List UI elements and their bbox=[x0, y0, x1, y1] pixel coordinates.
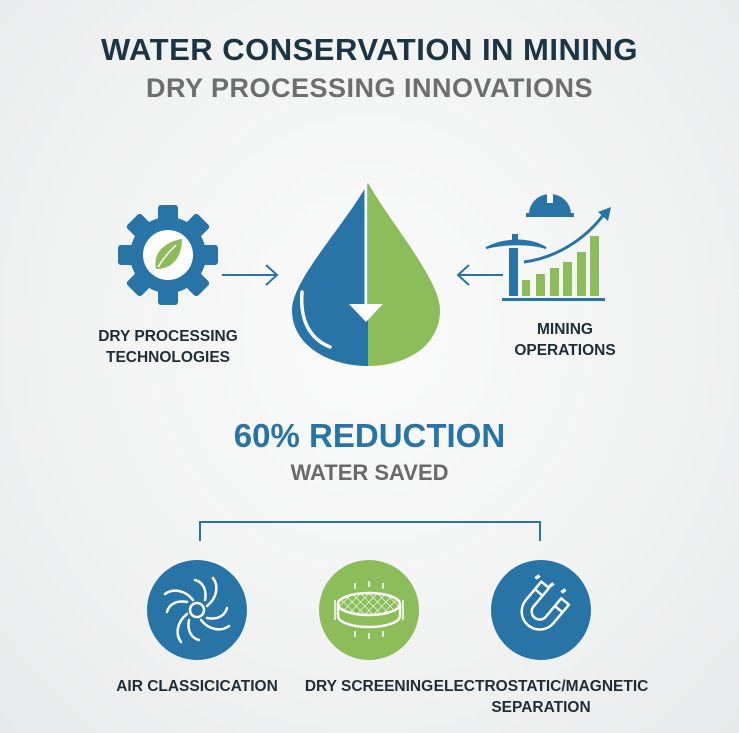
label-line: TECHNOLOGIES bbox=[105, 349, 230, 366]
label-line: SEPARATION bbox=[491, 699, 591, 716]
label-line: ELECTROSTATIC/MAGNETIC bbox=[433, 678, 649, 695]
air-classification-label: AIR CLASSICICATION bbox=[116, 678, 278, 695]
dry-screening-label: DRY SCREENING bbox=[304, 678, 434, 695]
page-title: WATER CONSERVATION IN MINING bbox=[101, 32, 638, 67]
air-swirl-icon bbox=[147, 560, 247, 660]
separation-label: ELECTROSTATIC/MAGNETIC SEPARATION bbox=[421, 676, 661, 718]
label-line: DRY PROCESSING bbox=[98, 328, 238, 345]
stat-caption: WATER SAVED bbox=[290, 460, 449, 485]
mining-growth-chart-icon bbox=[485, 193, 611, 301]
reduction-stat: 60% REDUCTION bbox=[233, 417, 506, 454]
magnet-icon bbox=[491, 560, 591, 660]
arrow-left-icon bbox=[456, 264, 503, 286]
bracket-connector bbox=[199, 521, 541, 541]
gear-leaf-icon bbox=[118, 205, 218, 305]
water-drop-icon bbox=[292, 183, 440, 366]
dry-processing-label: DRY PROCESSING TECHNOLOGIES bbox=[68, 326, 268, 368]
arrow-right-icon bbox=[222, 264, 279, 286]
page-subtitle: DRY PROCESSING INNOVATIONS bbox=[145, 73, 594, 103]
label-line: OPERATIONS bbox=[514, 342, 616, 359]
label-line: MINING bbox=[537, 321, 593, 338]
screen-sieve-icon bbox=[319, 560, 419, 660]
mining-operations-label: MINING OPERATIONS bbox=[465, 319, 665, 361]
